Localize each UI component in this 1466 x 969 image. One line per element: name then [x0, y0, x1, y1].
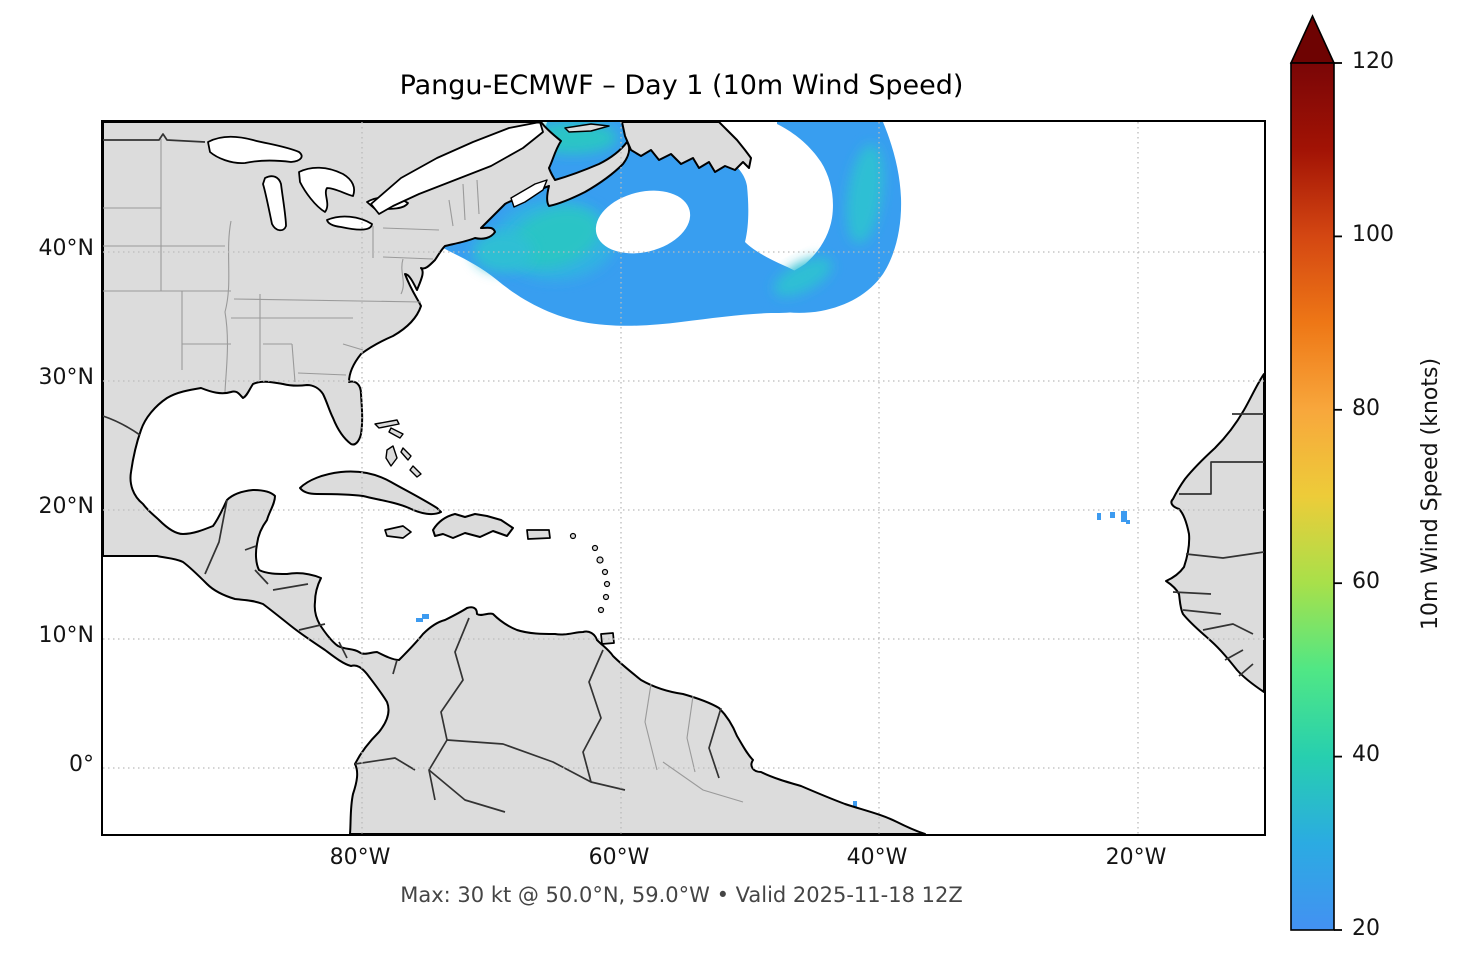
country-borders	[103, 133, 1264, 813]
xtick-80w: 80°W	[329, 845, 391, 870]
ytick-20n: 20°N	[38, 494, 94, 519]
coastline-jamaica	[384, 525, 412, 539]
lake-huron	[298, 166, 356, 213]
ytick-0: 0°	[69, 752, 94, 777]
coastline-puerto-rico	[526, 529, 551, 540]
state-borders	[103, 139, 744, 803]
coastline-lesser-antilles	[569, 532, 611, 614]
map-canvas	[103, 122, 1264, 834]
xtick-40w: 40°W	[846, 845, 908, 870]
cbar-tick-80: 80	[1352, 396, 1380, 421]
wind-core-teal-6	[773, 257, 833, 297]
ytick-30n: 30°N	[38, 365, 94, 390]
coastline-trinidad	[600, 632, 615, 645]
wind-hole	[595, 190, 691, 254]
st-lawrence-river	[370, 122, 544, 215]
coastline-cuba	[299, 470, 442, 516]
colorbar-ticks	[1334, 62, 1342, 931]
map-axes	[101, 120, 1266, 836]
plot-title: Pangu-ECMWF – Day 1 (10m Wind Speed)	[399, 70, 964, 101]
colorbar	[1289, 14, 1342, 931]
cbar-tick-40: 40	[1352, 742, 1380, 767]
cbar-tick-20: 20	[1352, 916, 1380, 941]
lakes	[207, 122, 548, 232]
cbar-tick-60: 60	[1352, 569, 1380, 594]
cbar-tick-120: 120	[1352, 49, 1394, 74]
xtick-20w: 20°W	[1105, 845, 1167, 870]
colorbar-axis-label: 10m Wind Speed (knots)	[1418, 357, 1443, 631]
lake-erie	[326, 215, 373, 231]
coastline-anticosti	[564, 123, 610, 133]
bay-of-fundy	[510, 179, 548, 208]
ytick-40n: 40°N	[38, 236, 94, 261]
wind-specks	[416, 511, 1130, 807]
gridlines	[103, 122, 1264, 834]
colorbar-extend-arrow	[1289, 14, 1336, 64]
coastline-newfoundland	[621, 122, 752, 173]
max-valid-caption: Max: 30 kt @ 50.0°N, 59.0°W • Valid 2025…	[400, 883, 963, 907]
lake-michigan	[262, 175, 287, 232]
ytick-10n: 10°N	[38, 623, 94, 648]
xtick-60w: 60°W	[588, 845, 650, 870]
coastline-hispaniola	[432, 513, 514, 539]
coastline-bahamas	[374, 419, 422, 478]
cbar-tick-100: 100	[1352, 222, 1394, 247]
wind-core-teal-5	[846, 144, 884, 244]
lake-superior	[207, 135, 303, 164]
colorbar-gradient	[1290, 62, 1335, 931]
